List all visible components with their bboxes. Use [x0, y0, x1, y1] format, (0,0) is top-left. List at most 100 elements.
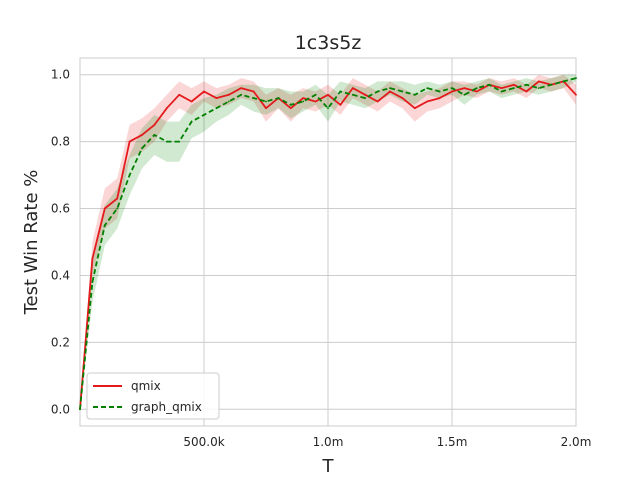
data-point-graph_qmix [277, 97, 280, 100]
data-point-qmix [389, 90, 391, 93]
data-point-graph_qmix [302, 100, 305, 103]
data-point-graph_qmix [190, 120, 193, 123]
data-point-graph_qmix [500, 90, 503, 93]
data-point-qmix [227, 93, 230, 96]
data-point-graph_qmix [475, 87, 478, 90]
data-point-graph_qmix [351, 93, 354, 96]
y-axis-label: Test Win Rate % [21, 170, 42, 316]
data-point-qmix [500, 87, 503, 90]
data-point-qmix [475, 90, 478, 93]
data-point-graph_qmix [562, 80, 565, 83]
data-point-graph_qmix [314, 93, 317, 96]
data-point-graph_qmix [203, 113, 205, 116]
data-point-graph_qmix [426, 87, 429, 90]
data-point-graph_qmix [438, 90, 441, 93]
chart-title: 1c3s5z [295, 32, 362, 54]
data-point-qmix [513, 83, 515, 86]
data-point-graph_qmix [513, 87, 515, 90]
data-point-qmix [190, 100, 193, 103]
data-point-graph_qmix [488, 83, 491, 86]
data-point-graph_qmix [103, 224, 106, 227]
legend-label-graph-qmix: graph_qmix [131, 400, 202, 414]
data-point-graph_qmix [339, 90, 342, 93]
data-point-graph_qmix [451, 87, 453, 90]
x-tick-label: 500.0k [183, 435, 224, 449]
data-point-graph_qmix [525, 83, 528, 86]
data-point-graph_qmix [116, 207, 119, 210]
data-point-qmix [203, 90, 205, 93]
data-point-graph_qmix [364, 97, 367, 100]
data-point-qmix [351, 87, 354, 90]
data-point-qmix [302, 97, 305, 100]
series-line-graph_qmix [79, 77, 577, 410]
data-point-qmix [153, 124, 156, 126]
data-point-graph_qmix [165, 140, 168, 143]
y-tick-label: 0.2 [51, 335, 70, 349]
data-point-graph_qmix [252, 97, 255, 100]
data-point-graph_qmix [153, 134, 156, 136]
data-point-graph_qmix [215, 107, 218, 110]
legend-label-qmix: qmix [131, 379, 161, 393]
data-point-qmix [537, 80, 540, 83]
data-point-graph_qmix [91, 281, 94, 284]
data-point-qmix [438, 97, 441, 100]
data-point-qmix [165, 107, 168, 110]
y-tick-label: 0.4 [51, 268, 70, 282]
y-tick-labels: 0.0 0.2 0.4 0.6 0.8 1.0 [51, 68, 70, 417]
data-point-qmix [364, 93, 367, 96]
data-point-graph_qmix [178, 140, 181, 143]
data-point-qmix [215, 97, 218, 100]
data-point-qmix [451, 90, 453, 93]
data-point-graph_qmix [550, 83, 553, 86]
data-point-graph_qmix [79, 408, 81, 411]
data-point-qmix [575, 93, 577, 96]
plot-area [79, 57, 577, 427]
data-point-graph_qmix [575, 77, 577, 79]
data-point-qmix [265, 107, 267, 110]
data-point-graph_qmix [389, 87, 391, 90]
data-point-qmix [413, 107, 416, 110]
data-point-qmix [240, 87, 243, 90]
data-point-qmix [289, 107, 292, 110]
data-point-qmix [103, 207, 106, 210]
x-axis-label: T [322, 456, 335, 477]
data-point-qmix [128, 140, 131, 143]
data-point-qmix [314, 100, 317, 103]
data-point-graph_qmix [327, 107, 329, 110]
data-point-graph_qmix [413, 93, 416, 96]
x-tick-label: 1.5m [437, 435, 468, 449]
data-point-qmix [91, 257, 94, 260]
x-tick-labels: 500.0k 1.0m 1.5m 2.0m [183, 435, 591, 449]
data-point-qmix [252, 90, 255, 93]
y-tick-label: 0.6 [51, 202, 70, 216]
data-point-qmix [339, 103, 342, 106]
data-point-qmix [141, 134, 143, 136]
data-point-qmix [376, 100, 379, 103]
data-point-qmix [401, 97, 404, 100]
data-point-graph_qmix [401, 90, 404, 93]
data-point-graph_qmix [289, 103, 292, 106]
y-tick-label: 1.0 [51, 68, 70, 82]
data-point-qmix [178, 93, 181, 96]
grid-lines [80, 58, 577, 426]
data-point-graph_qmix [376, 90, 379, 93]
x-tick-label: 1.0m [313, 435, 344, 449]
data-point-graph_qmix [537, 87, 540, 90]
y-tick-label: 0.0 [51, 402, 70, 416]
data-point-qmix [426, 100, 429, 103]
data-point-qmix [525, 90, 528, 93]
data-point-qmix [463, 87, 466, 90]
data-point-qmix [116, 197, 119, 200]
data-point-graph_qmix [128, 174, 131, 176]
x-tick-label: 2.0m [561, 435, 592, 449]
legend: qmix graph_qmix [86, 372, 220, 420]
data-point-graph_qmix [227, 100, 230, 103]
series-lines [79, 77, 577, 411]
y-tick-label: 0.8 [51, 135, 70, 149]
data-point-graph_qmix [141, 147, 143, 150]
data-point-qmix [327, 93, 329, 96]
data-point-graph_qmix [463, 93, 466, 96]
data-point-graph_qmix [240, 93, 243, 96]
data-point-graph_qmix [265, 100, 267, 103]
